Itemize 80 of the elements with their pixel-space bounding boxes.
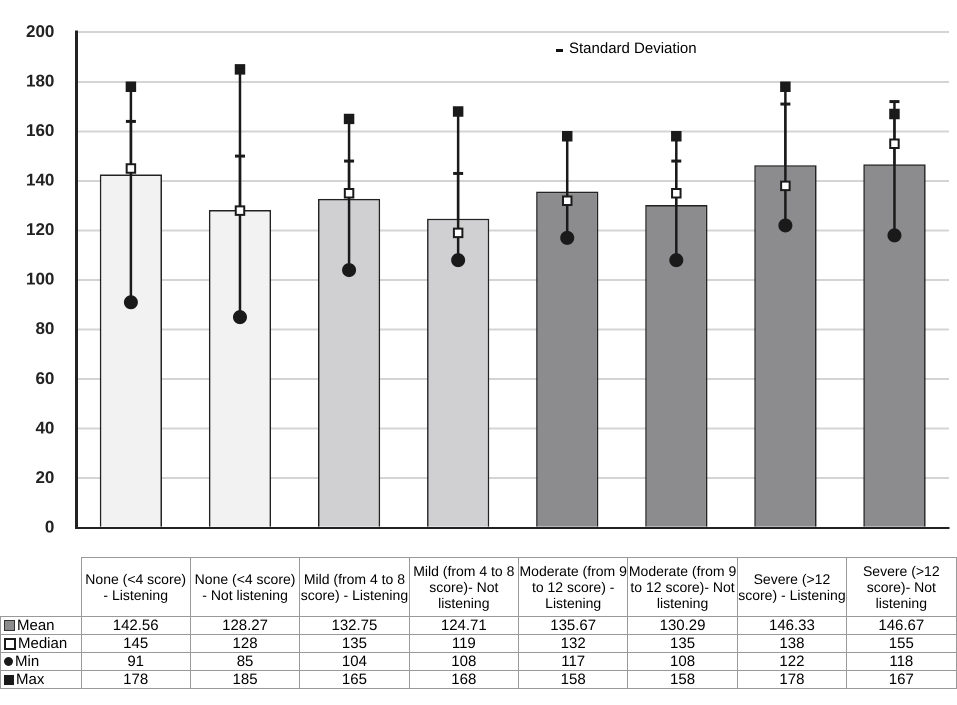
point [451,253,466,268]
x-tick-label: None (<4 score) - Not listening [190,558,300,616]
data-label: 185 [190,670,300,688]
point [342,263,356,278]
point [887,228,902,242]
data-label: 178 [81,670,190,688]
data-label: 124.71 [409,616,518,634]
point [562,195,572,206]
point [780,180,791,192]
point [669,253,684,268]
data-label: 145 [81,634,190,652]
data-label: 128 [190,634,300,652]
point [671,131,682,142]
y-tick-label: 0 [44,517,54,536]
x-tick-label: Mild (from 4 to 8 score) - Listening [300,558,410,616]
data-label: 91 [81,652,190,670]
data-label: 118 [846,652,956,670]
y-tick-label: 20 [35,468,54,487]
point [234,64,246,75]
point [452,106,464,117]
point [780,81,791,92]
x-tick-label: Mild (from 4 to 8 score)- Not listening [409,558,518,616]
point [344,114,354,124]
annotation: Standard Deviation [568,40,697,57]
point [889,108,900,120]
y-tick-label: 60 [35,368,54,388]
point [126,163,136,174]
legend-label: Max [0,670,81,688]
y-tick-label: 160 [26,121,54,140]
data-label: 85 [190,652,300,670]
data-label: 104 [300,652,410,670]
point [234,205,246,216]
data-label: 122 [737,652,847,670]
y-tick-label: 140 [26,170,54,190]
x-tick-label: Severe (>12 score) - Listening [737,558,847,616]
x-tick-label: Moderate (from 9 to 12 score) - Listening [518,558,628,616]
y-tick-label: 180 [26,71,54,90]
data-label: 119 [409,634,518,652]
data-label: 135.67 [518,616,628,634]
data-label: 167 [846,670,956,688]
y-tick-label: 200 [26,22,54,41]
point [232,310,247,324]
data-label: 132 [518,634,628,652]
point [889,138,900,149]
data-label: 178 [737,670,847,688]
data-label: 155 [846,634,956,652]
data-label: 108 [409,652,518,670]
data-label: 117 [518,652,628,670]
data-label: 130.29 [628,616,738,634]
data-label: 135 [300,634,410,652]
data-label: 142.56 [81,616,190,634]
point [778,218,792,232]
y-tick-label: 120 [26,220,54,240]
legend-label: Median [0,634,81,652]
y-tick-label: 80 [35,319,54,338]
y-tick-label: 40 [35,418,54,438]
x-tick-label: Severe (>12 score)- Not listening [846,558,956,616]
data-label: 146.67 [846,616,956,634]
data-label: 138 [737,634,847,652]
point [562,131,572,142]
data-label: 128.27 [190,616,300,634]
point [671,188,682,199]
y-tick-label: 100 [26,270,54,289]
data-label: 146.33 [737,616,847,634]
x-tick-label: Moderate (from 9 to 12 score)- Not listening [628,558,738,616]
legend-label: Min [0,652,81,670]
point [344,188,354,199]
data-label: 158 [628,670,738,688]
point [560,230,574,245]
data-label: 165 [300,670,410,688]
point [124,295,138,310]
x-tick-label: None (<4 score) - Listening [81,558,190,616]
data-label: 108 [628,652,738,670]
data-label: 158 [518,670,628,688]
point [126,81,136,92]
data-label: 135 [628,634,738,652]
point [452,228,464,238]
data-label: 168 [409,670,518,688]
legend-label: Mean [0,616,81,634]
data-label: 132.75 [300,616,410,634]
